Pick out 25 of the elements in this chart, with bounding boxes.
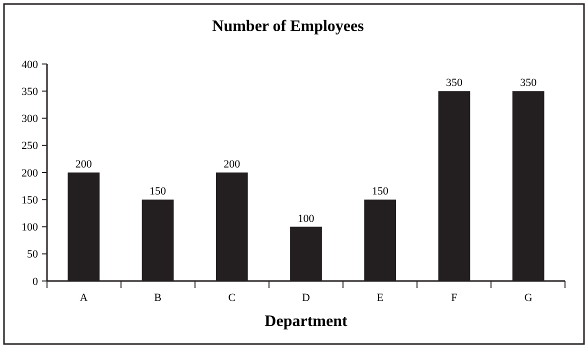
data-label: 150 [372,186,389,198]
data-label: 200 [75,158,92,170]
y-tick-label: 400 [22,58,38,71]
data-label: 100 [298,212,315,225]
data-label: 150 [150,186,167,198]
data-label: 200 [224,158,241,170]
y-tick-label: 200 [22,167,38,180]
x-tick-label: G [524,292,532,304]
y-tick-label: 50 [27,248,38,261]
y-tick-label: 0 [32,276,38,288]
x-tick-label: C [228,292,236,304]
y-tick-label: 350 [22,86,38,98]
x-tick-label: D [302,292,310,304]
x-tick-label: A [80,292,88,304]
y-tick-label: 250 [22,140,38,152]
data-label: 350 [446,77,463,90]
x-tick-label: F [451,292,458,304]
y-tick-label: 100 [22,222,38,234]
x-tick-label: E [376,292,384,304]
y-tick-label: 300 [22,113,38,126]
data-label: 350 [520,77,538,90]
x-tick-label: B [154,292,162,304]
y-tick-label: 150 [22,194,38,206]
x-axis-title: Department [264,313,348,330]
chart-title: Number of Employees [212,18,364,35]
